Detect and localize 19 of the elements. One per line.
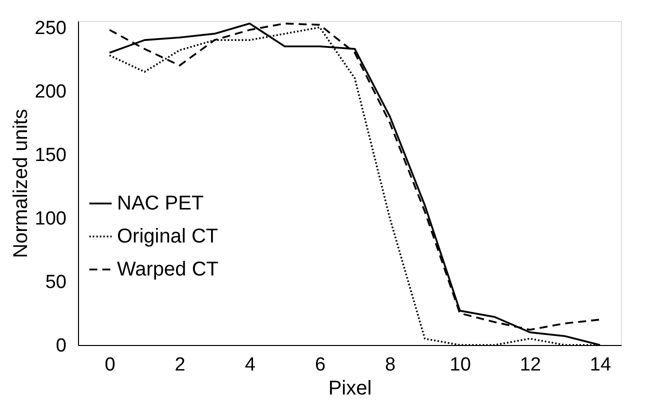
legend-label: Warped CT [117,258,219,280]
x-tick-label: 14 [590,354,612,376]
x-tick-label: 8 [385,354,396,376]
y-axis-title: Normalized units [10,109,32,258]
y-tick-label: 200 [34,81,66,102]
x-tick-label: 2 [174,354,186,376]
y-tick-label: 150 [34,144,66,166]
x-tick-label: 6 [314,354,326,376]
y-tick-label: 100 [34,208,66,230]
x-tick-label: 10 [450,354,471,376]
x-tick-label: 4 [244,354,256,376]
x-tick-label: 12 [520,354,541,376]
x-tick-label: 0 [104,354,116,376]
y-tick-label: 50 [45,272,66,293]
y-tick-label: 0 [56,336,66,356]
legend-label: Original CT [117,226,218,248]
y-tick-label: 250 [34,18,66,39]
x-axis-title: Pixel [328,378,372,400]
legend-label: NAC PET [117,192,204,214]
